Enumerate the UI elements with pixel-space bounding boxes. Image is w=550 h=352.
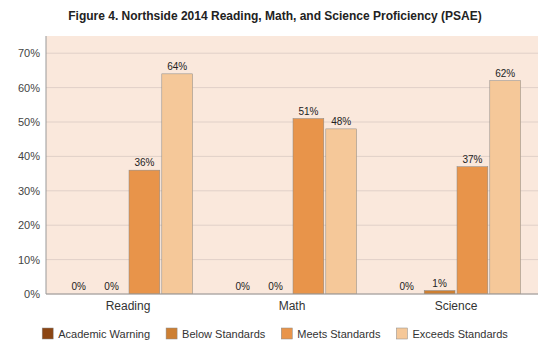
legend-item: Meets Standards [281,328,381,340]
y-tick-label: 40% [18,150,40,162]
x-tick-label: Math [279,299,306,313]
grid-line [46,294,538,295]
bar [162,74,193,294]
y-tick-label: 50% [18,116,40,128]
legend-swatch [396,328,407,339]
data-label: 36% [134,157,154,168]
legend-label: Exceeds Standards [412,328,508,340]
bar [129,170,160,294]
bar [293,119,324,294]
legend-swatch [281,328,292,339]
data-label: 37% [462,154,482,165]
x-axis-line [46,294,538,295]
plot-background [46,36,538,294]
grid-line [46,53,538,54]
data-label: 0% [268,281,283,292]
data-label: 0% [236,281,251,292]
legend-swatch [42,328,53,339]
grid-line [46,87,538,88]
chart: Figure 4. Northside 2014 Reading, Math, … [0,0,550,352]
legend: Academic Warning Below Standards Meets Sta… [42,328,508,340]
data-label: 0% [400,281,415,292]
bar [490,81,521,294]
data-label: 48% [331,116,351,127]
legend-item: Academic Warning [42,328,150,340]
bar [424,291,455,294]
data-label: 1% [432,278,447,289]
title: Figure 4. Northside 2014 Reading, Math, … [68,9,481,23]
bar [457,167,488,294]
plot-area [46,36,538,294]
y-axis-line [46,36,47,294]
legend-item: Below Standards [166,328,266,340]
data-label: 51% [298,106,318,117]
bars [129,74,521,294]
legend-label: Academic Warning [58,328,150,340]
legend-swatch [166,328,177,339]
legend-label: Below Standards [182,328,266,340]
x-tick-label: Reading [106,299,151,313]
y-tick-label: 0% [24,288,40,300]
data-label: 62% [495,68,515,79]
legend-item: Exceeds Standards [396,328,508,340]
data-label: 0% [104,281,119,292]
y-tick-label: 30% [18,185,40,197]
legend-label: Meets Standards [297,328,381,340]
data-labels: 0% 0% 0% 0% 0% 1% 36% 51% 37% 64% 48% 62% [72,61,516,292]
grid-line [46,122,538,123]
y-tick-label: 10% [18,254,40,266]
y-tick-label: 20% [18,219,40,231]
y-tick-label: 70% [18,47,40,59]
x-tick-label: Science [435,299,478,313]
data-label: 0% [72,281,87,292]
y-tick-label: 60% [18,82,40,94]
data-label: 64% [167,61,187,72]
bar [326,129,357,294]
